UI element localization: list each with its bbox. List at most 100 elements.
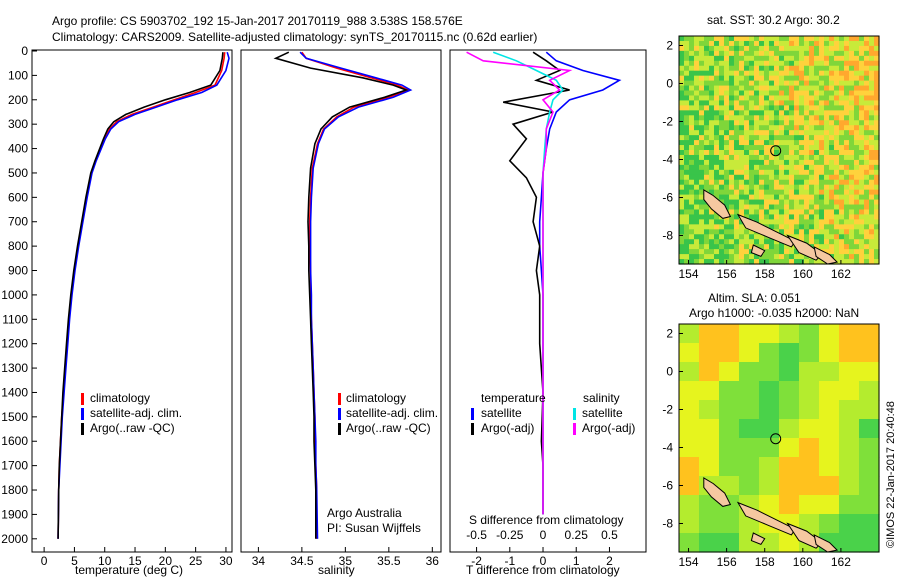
map-cell bbox=[864, 159, 870, 166]
map-cell bbox=[864, 40, 870, 47]
map-cell bbox=[839, 259, 845, 265]
map-cell bbox=[694, 60, 700, 67]
map-cell bbox=[769, 140, 775, 146]
map-cell bbox=[734, 130, 740, 136]
map-cell bbox=[754, 164, 760, 171]
map-cell bbox=[704, 219, 710, 225]
map-cell bbox=[874, 179, 880, 186]
map-cell bbox=[754, 204, 760, 211]
map-cell bbox=[729, 55, 735, 62]
map-cell bbox=[789, 130, 795, 136]
legend-swatch-t-argo bbox=[471, 423, 474, 435]
map-cell bbox=[839, 159, 845, 166]
map-cell bbox=[824, 169, 830, 176]
map-cell bbox=[794, 45, 800, 52]
map-cell bbox=[794, 80, 800, 87]
map-cell bbox=[734, 169, 740, 176]
map-cell bbox=[724, 90, 730, 97]
map-cell bbox=[819, 400, 840, 420]
map-cell bbox=[794, 254, 800, 260]
map-cell bbox=[779, 495, 800, 515]
map-cell bbox=[809, 90, 815, 97]
map-cell bbox=[739, 70, 745, 77]
map-cell bbox=[729, 234, 735, 240]
map-cell bbox=[869, 204, 875, 211]
map-cell bbox=[714, 154, 720, 161]
map-cell bbox=[704, 135, 710, 141]
map-cell bbox=[724, 40, 730, 47]
map-cell bbox=[849, 169, 855, 176]
map-cell bbox=[709, 70, 715, 77]
x-tick-label: 5 bbox=[71, 554, 78, 568]
map-cell bbox=[779, 209, 785, 216]
s-tick-label: 0 bbox=[540, 528, 547, 542]
map-cell bbox=[854, 95, 860, 102]
map-cell bbox=[729, 110, 735, 116]
map-cell bbox=[749, 145, 755, 151]
map-cell bbox=[864, 140, 870, 146]
map-cell bbox=[849, 45, 855, 52]
map-cell bbox=[839, 154, 845, 161]
map-cell bbox=[784, 164, 790, 171]
map-cell bbox=[814, 75, 820, 82]
map-cell bbox=[739, 381, 760, 401]
map-cell bbox=[859, 60, 865, 67]
map-cell bbox=[829, 65, 835, 72]
map-cell bbox=[809, 194, 815, 201]
map-cell bbox=[839, 135, 845, 141]
map-cell bbox=[724, 154, 730, 161]
map-cell bbox=[684, 204, 690, 211]
map-cell bbox=[699, 55, 705, 62]
map-cell bbox=[779, 249, 785, 255]
map-cell bbox=[694, 159, 700, 166]
map-cell bbox=[699, 514, 720, 534]
map-cell bbox=[809, 80, 815, 87]
map-cell bbox=[794, 50, 800, 57]
map-cell bbox=[684, 239, 690, 245]
map-cell bbox=[819, 145, 825, 151]
map-cell bbox=[714, 229, 720, 235]
map-cell bbox=[794, 85, 800, 92]
map-cell bbox=[769, 239, 775, 245]
map-cell bbox=[684, 85, 690, 92]
map-cell bbox=[809, 145, 815, 151]
map-cell bbox=[839, 189, 845, 196]
map-cell bbox=[819, 514, 840, 534]
map-cell bbox=[729, 239, 735, 245]
map-cell bbox=[729, 145, 735, 151]
map-cell bbox=[819, 179, 825, 186]
map-cell bbox=[824, 189, 830, 196]
map-cell bbox=[744, 105, 750, 111]
map-cell bbox=[864, 154, 870, 161]
map-cell bbox=[689, 120, 695, 126]
map-cell bbox=[809, 135, 815, 141]
map-cell bbox=[754, 85, 760, 92]
map-cell bbox=[839, 362, 860, 382]
t-difference-x-axis: -2 -1 0 1 2 bbox=[471, 547, 613, 568]
map-cell bbox=[804, 90, 810, 97]
map-cell bbox=[859, 324, 880, 344]
map-cell bbox=[779, 362, 800, 382]
map-cell bbox=[804, 100, 810, 106]
map-cell bbox=[734, 90, 740, 97]
map-cell bbox=[754, 115, 760, 121]
map-cell bbox=[844, 140, 850, 146]
map-cell bbox=[749, 254, 755, 260]
map-cell bbox=[829, 90, 835, 97]
map-cell bbox=[679, 90, 685, 97]
map-cell bbox=[739, 194, 745, 201]
map-cell bbox=[764, 105, 770, 111]
credit-argo-australia: Argo Australia bbox=[327, 506, 402, 520]
map-cell bbox=[764, 100, 770, 106]
map-cell bbox=[759, 80, 765, 87]
map-cell bbox=[849, 214, 855, 220]
map-cell bbox=[764, 140, 770, 146]
map-cell bbox=[854, 85, 860, 92]
legend-label: Argo(..raw -QC) bbox=[346, 421, 431, 435]
map-cell bbox=[814, 184, 820, 191]
map-cell bbox=[834, 100, 840, 106]
map-cell bbox=[844, 40, 850, 47]
map-cell bbox=[804, 115, 810, 121]
map-cell bbox=[769, 244, 775, 250]
x-tick-label: -1 bbox=[504, 554, 515, 568]
